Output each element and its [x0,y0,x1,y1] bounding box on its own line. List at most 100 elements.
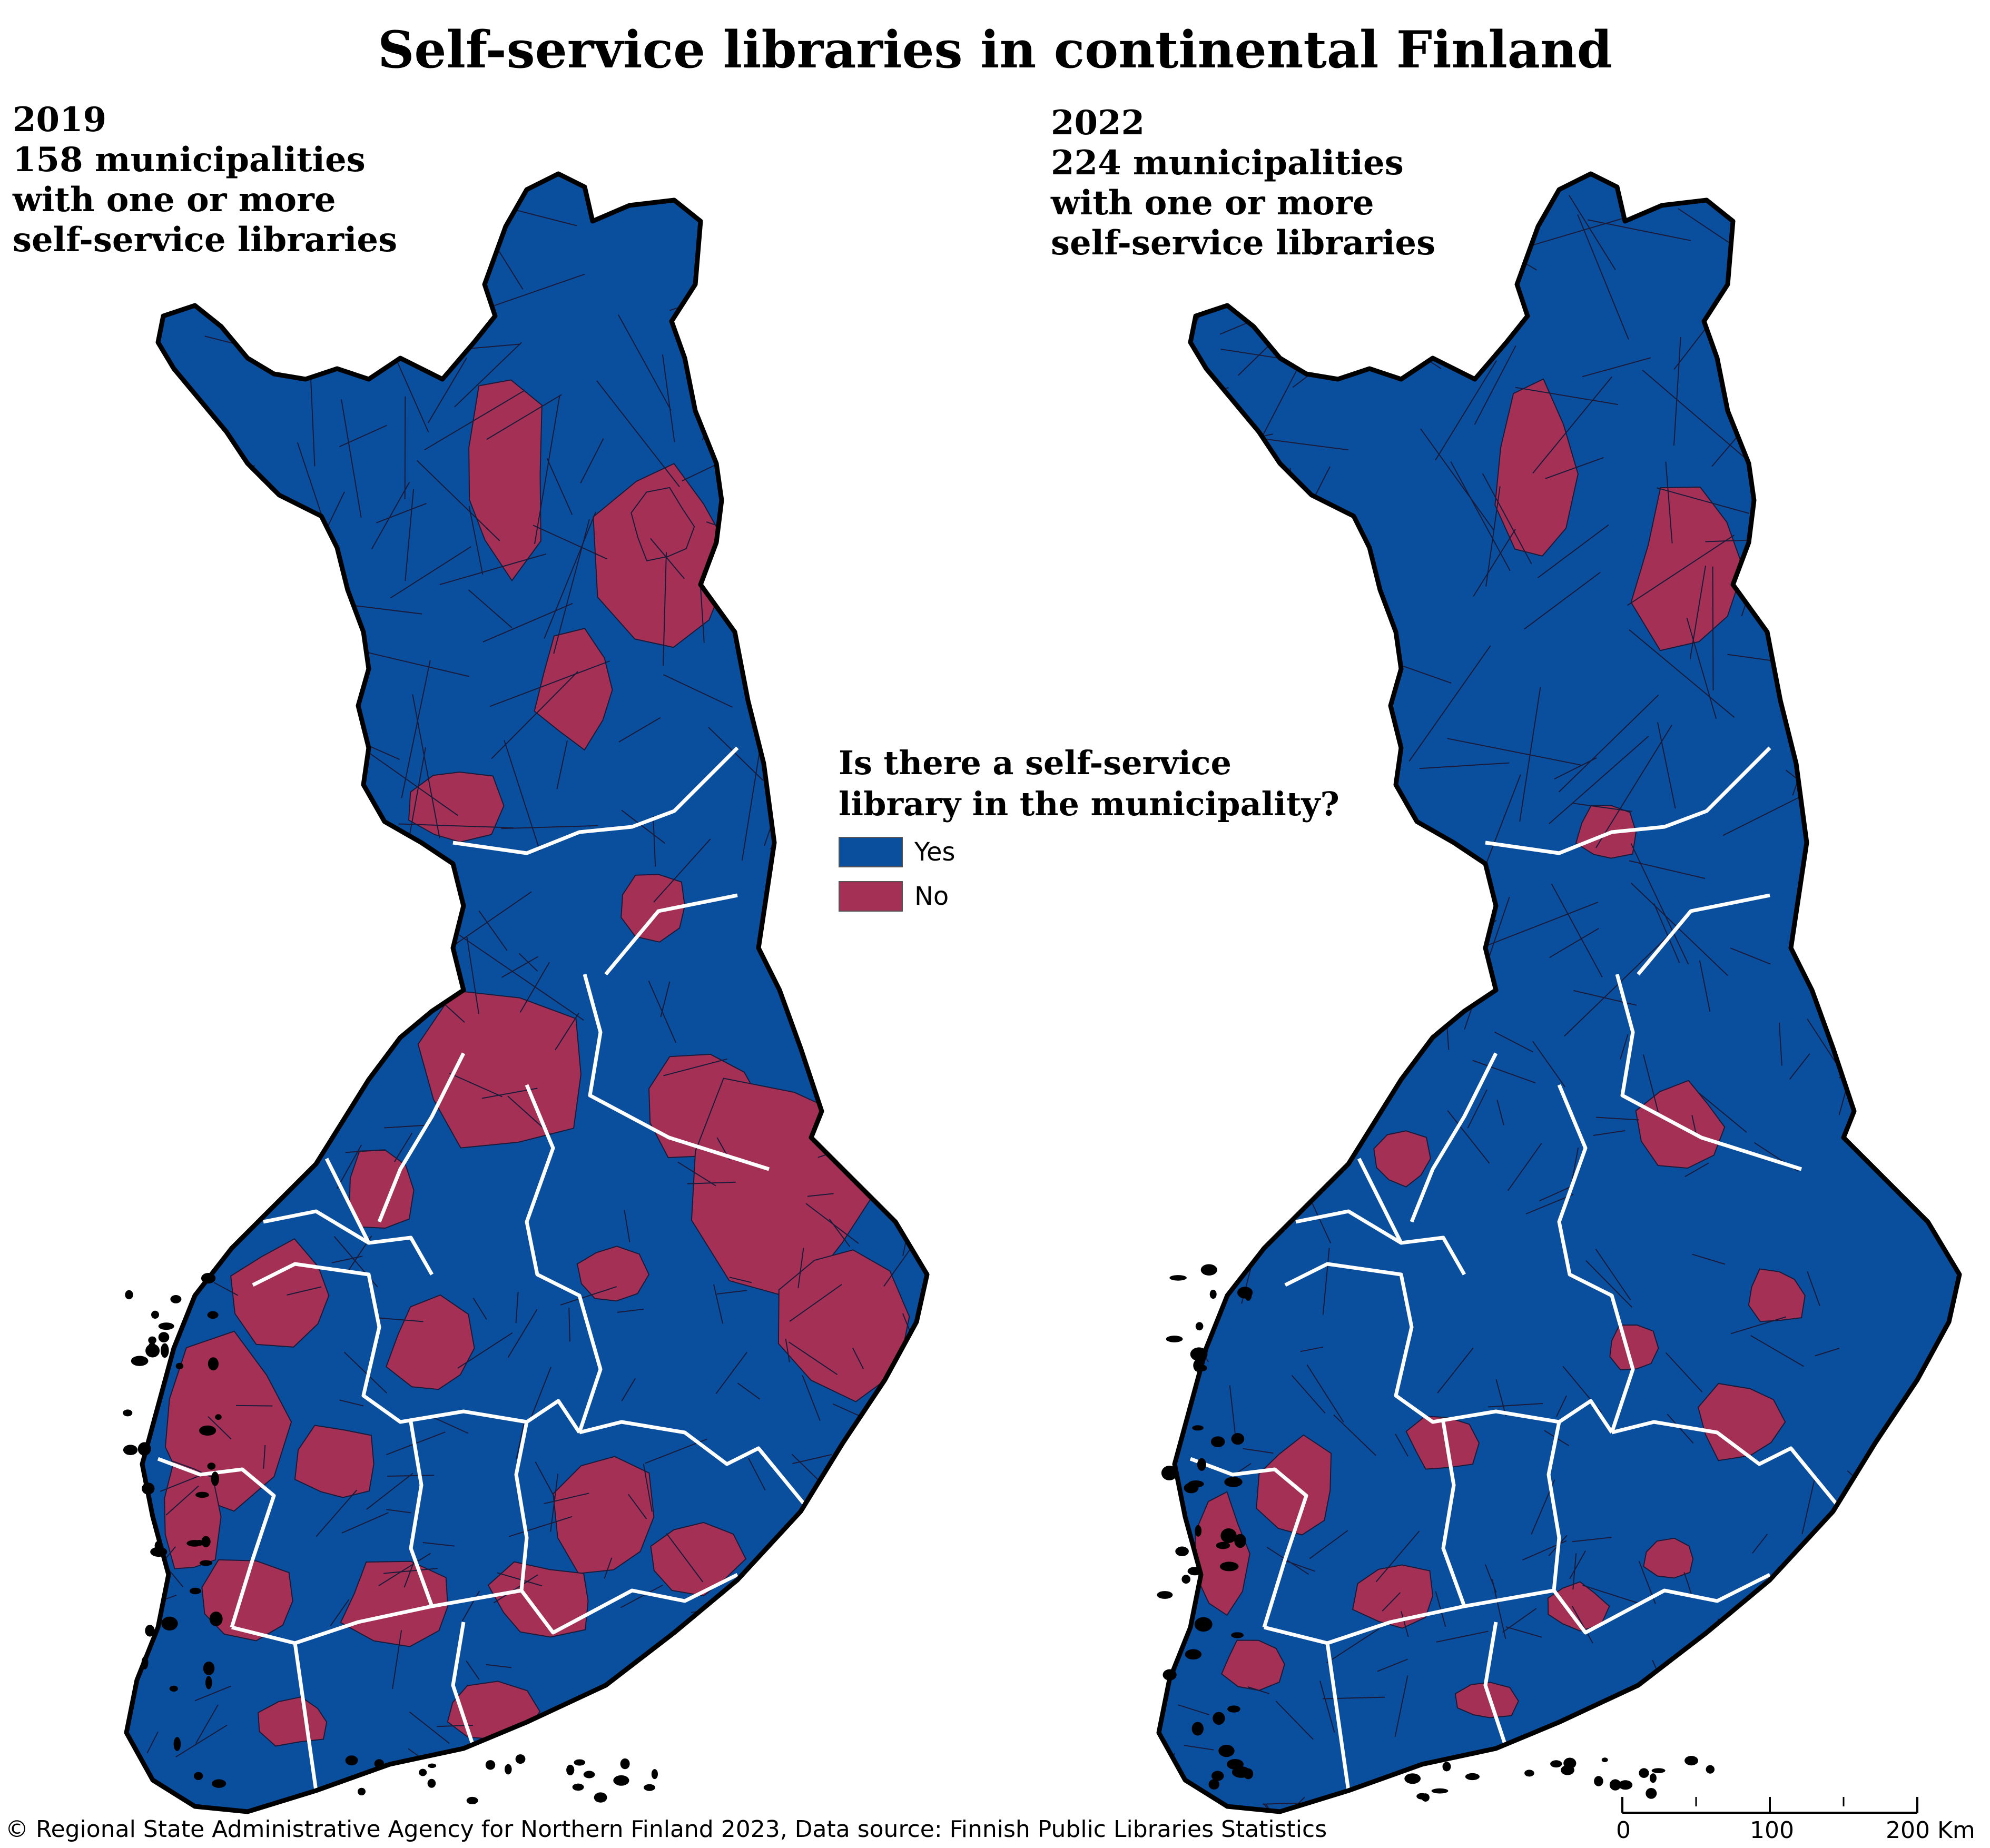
island [137,1442,151,1456]
island [613,1775,629,1786]
municipality-border [1496,1099,1504,1125]
municipality-border [775,272,892,303]
land-yes [126,174,927,1812]
municipality-border [270,946,323,1049]
municipality-border [1595,1248,1631,1300]
municipality-border [1913,1104,1950,1106]
municipality-border [126,1283,158,1286]
municipality-border [1657,722,1676,809]
panel-desc-1: with one or more [1051,183,1374,223]
municipality-border [1407,241,1465,339]
municipality-border [733,571,819,638]
municipality-border [905,997,927,1015]
municipality-border [337,1144,362,1189]
island [1646,1788,1657,1799]
municipality-border [839,611,844,698]
municipality-border [800,678,859,719]
municipality-border [339,424,387,448]
municipality-border [466,343,521,350]
island [194,1772,203,1780]
municipality-border [1892,952,1916,959]
municipality-border [1474,345,1516,425]
municipality-border [1653,903,1680,963]
municipality-border [1863,388,1938,480]
municipality-border [1595,724,1673,848]
municipality-border [187,768,237,790]
municipality-border [209,1011,234,1043]
municipality-border [507,1309,538,1358]
island [566,1764,575,1775]
municipality-border [165,1485,199,1516]
municipality-border [1303,258,1354,362]
municipality-border [304,193,362,325]
municipality-border [1867,883,1959,953]
municipality-border [249,819,306,844]
municipality-border [1907,1033,1910,1055]
municipality-border [617,314,672,411]
municipality-border [1571,1605,1593,1644]
municipality-no [534,628,613,751]
municipality-border [1395,339,1442,369]
map-2019 [123,171,930,1814]
municipality-border [804,1618,826,1637]
municipality-border [1289,468,1304,614]
legend-label-no: No [914,882,949,911]
municipality-border [716,1290,747,1295]
municipality-border [852,1554,865,1574]
municipality-border [708,727,764,782]
municipality-border [341,1512,389,1534]
municipality-border [1673,337,1681,446]
municipality-border [383,1568,438,1574]
municipality-border [758,220,769,325]
municipality-border [1494,1031,1533,1053]
municipality-border [1568,195,1616,270]
municipality-border [1665,1352,1703,1393]
municipality-border [707,1746,717,1787]
municipality-border [376,502,427,523]
municipality-border [1826,802,1841,865]
region-border [324,1158,371,1244]
municipality-border [331,1256,363,1263]
island [201,1273,216,1284]
legend-label-yes: Yes [914,837,955,867]
municipality-border [815,619,859,677]
island [131,1356,149,1366]
municipality-border [166,766,219,812]
island [145,1343,160,1358]
island [151,1310,159,1319]
municipality-no [349,1150,415,1229]
municipality-border [1472,1060,1536,1084]
municipality-no [553,1456,655,1574]
scale-label-100: 100 [1750,1817,1794,1844]
municipality-border [747,1457,766,1491]
municipality-border [1645,1691,1697,1716]
municipality-border [1730,947,1771,965]
panel-year: 2022 [1051,103,1145,143]
municipality-border [739,243,793,271]
island [158,1332,170,1343]
island [1192,1425,1204,1431]
municipality-border [1276,967,1315,989]
legend: Is there a self-service library in the m… [839,743,1339,913]
island [1651,1768,1666,1773]
municipality-border [641,1746,691,1779]
municipality-border [1846,1499,1866,1523]
municipality-border [662,354,675,442]
municipality-border [919,1078,927,1118]
municipality-border [366,1473,413,1510]
island [1193,1359,1203,1372]
municipality-no [1373,1130,1431,1188]
municipality-border [1859,1041,1869,1083]
municipality-border [287,1286,322,1296]
island [200,1560,213,1566]
municipality-border [1692,1253,1726,1265]
municipality-border [1642,370,1753,465]
municipality-border [620,1584,663,1608]
municipality-border [535,1461,556,1499]
municipality-no [1609,1324,1659,1371]
island [1561,1765,1574,1775]
municipality-border [486,394,562,440]
municipality-border [1333,1414,1376,1456]
island [1197,1458,1206,1471]
